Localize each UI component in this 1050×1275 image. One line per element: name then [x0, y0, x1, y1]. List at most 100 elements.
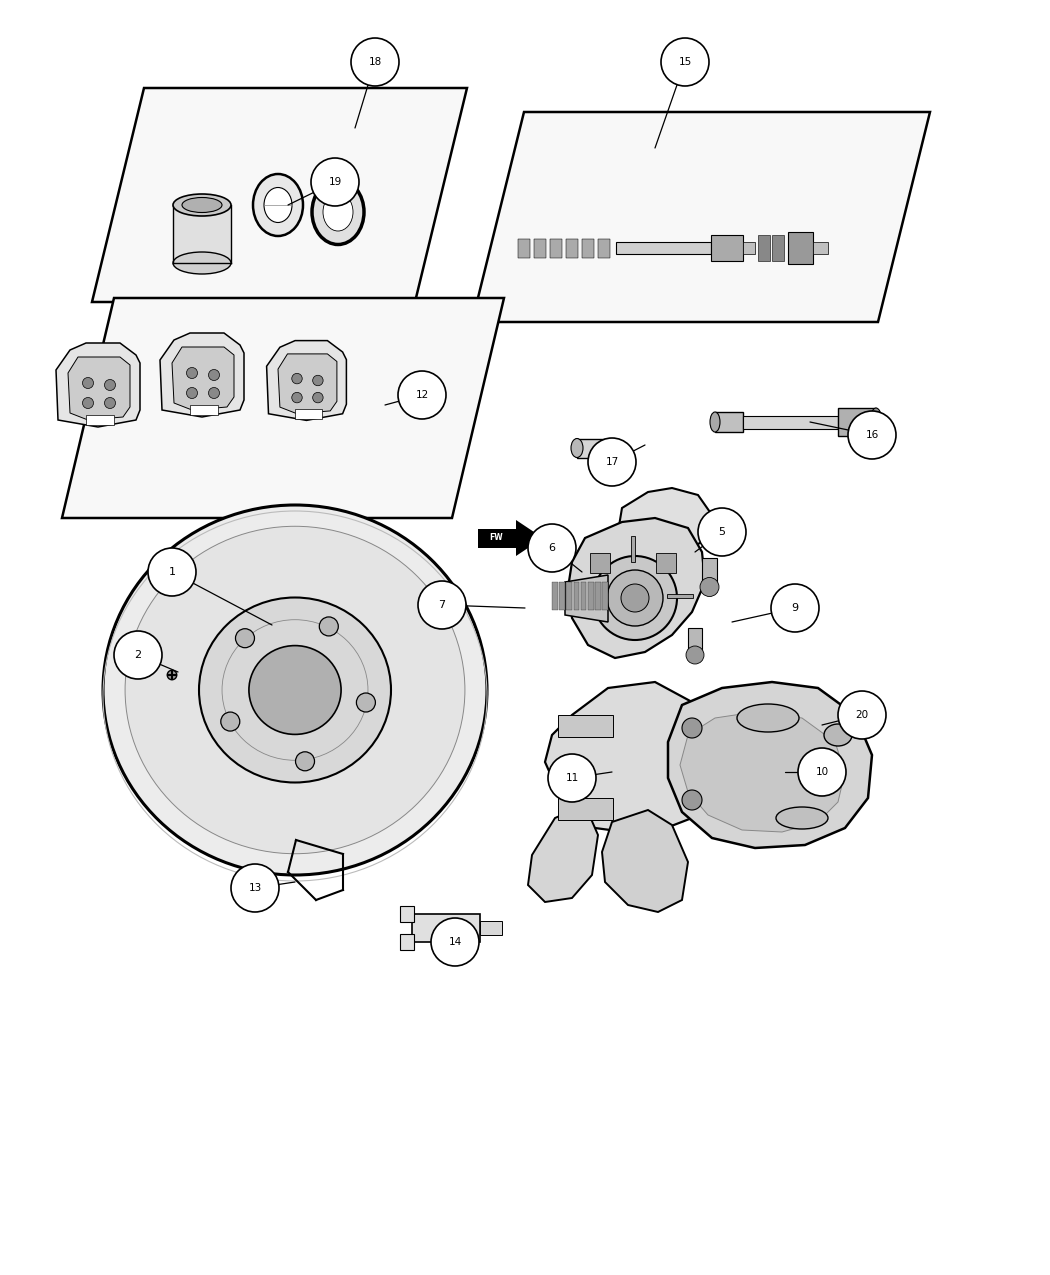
- Circle shape: [621, 584, 649, 612]
- Bar: [173, 205, 231, 263]
- Text: 1: 1: [168, 567, 175, 578]
- Polygon shape: [472, 112, 930, 323]
- Ellipse shape: [220, 711, 239, 731]
- Polygon shape: [668, 682, 871, 848]
- Text: 15: 15: [678, 57, 692, 68]
- Bar: [534, 238, 546, 258]
- Bar: [400, 935, 414, 950]
- Ellipse shape: [356, 694, 376, 711]
- Bar: [581, 581, 586, 609]
- Bar: [590, 553, 610, 572]
- Bar: [190, 405, 218, 414]
- Circle shape: [83, 377, 93, 389]
- Circle shape: [588, 439, 636, 486]
- Ellipse shape: [264, 187, 292, 223]
- Ellipse shape: [235, 629, 254, 648]
- Bar: [788, 232, 813, 264]
- Text: 19: 19: [329, 177, 341, 187]
- Polygon shape: [568, 518, 705, 658]
- Bar: [702, 558, 717, 587]
- Bar: [566, 581, 572, 609]
- Circle shape: [313, 375, 323, 386]
- Circle shape: [607, 570, 663, 626]
- Bar: [550, 238, 562, 258]
- Bar: [560, 581, 565, 609]
- Circle shape: [114, 631, 162, 680]
- Circle shape: [311, 158, 359, 207]
- Bar: [558, 715, 613, 737]
- Circle shape: [292, 374, 302, 384]
- Polygon shape: [56, 343, 140, 427]
- Bar: [518, 238, 530, 258]
- Ellipse shape: [253, 173, 303, 236]
- Text: 14: 14: [448, 937, 462, 947]
- Circle shape: [662, 38, 709, 85]
- Circle shape: [313, 393, 323, 403]
- Circle shape: [771, 584, 819, 632]
- Bar: [552, 581, 558, 609]
- Circle shape: [187, 388, 197, 399]
- Polygon shape: [160, 333, 244, 417]
- Bar: [711, 235, 743, 261]
- Text: 9: 9: [792, 603, 799, 613]
- Circle shape: [292, 393, 302, 403]
- Polygon shape: [267, 340, 346, 421]
- Ellipse shape: [200, 598, 391, 783]
- Text: 10: 10: [816, 768, 828, 776]
- Text: 7: 7: [439, 601, 445, 609]
- Bar: [295, 409, 321, 418]
- Bar: [566, 238, 578, 258]
- Polygon shape: [278, 354, 337, 414]
- Bar: [412, 914, 480, 942]
- Circle shape: [593, 556, 677, 640]
- Bar: [603, 581, 608, 609]
- Circle shape: [682, 718, 702, 738]
- Polygon shape: [92, 88, 467, 302]
- Circle shape: [105, 380, 116, 390]
- Circle shape: [430, 918, 479, 966]
- Bar: [616, 242, 711, 254]
- Circle shape: [351, 38, 399, 85]
- Ellipse shape: [182, 198, 222, 213]
- Polygon shape: [565, 575, 608, 622]
- Text: 18: 18: [369, 57, 381, 68]
- Ellipse shape: [870, 408, 882, 436]
- Circle shape: [686, 646, 704, 664]
- Circle shape: [682, 790, 702, 810]
- Circle shape: [209, 388, 219, 399]
- Bar: [595, 581, 601, 609]
- Ellipse shape: [737, 704, 799, 732]
- Ellipse shape: [824, 724, 852, 746]
- Circle shape: [700, 578, 719, 597]
- Polygon shape: [545, 682, 715, 835]
- Bar: [772, 235, 784, 261]
- Text: 16: 16: [865, 430, 879, 440]
- Bar: [838, 408, 876, 436]
- Bar: [667, 594, 693, 598]
- Circle shape: [105, 398, 116, 408]
- Ellipse shape: [607, 439, 620, 458]
- Bar: [478, 529, 516, 547]
- Ellipse shape: [319, 617, 338, 636]
- Circle shape: [148, 548, 196, 595]
- Ellipse shape: [312, 180, 364, 245]
- Text: 6: 6: [548, 543, 555, 553]
- Ellipse shape: [167, 671, 176, 680]
- Bar: [656, 553, 676, 572]
- Bar: [743, 242, 755, 254]
- Circle shape: [548, 754, 596, 802]
- Text: 13: 13: [249, 884, 261, 892]
- Ellipse shape: [295, 752, 315, 771]
- Ellipse shape: [173, 252, 231, 274]
- Circle shape: [418, 581, 466, 629]
- Circle shape: [848, 411, 896, 459]
- Polygon shape: [68, 357, 130, 419]
- Ellipse shape: [125, 527, 465, 854]
- Bar: [758, 235, 770, 261]
- Circle shape: [209, 370, 219, 380]
- Polygon shape: [602, 810, 688, 912]
- Circle shape: [798, 748, 846, 796]
- Circle shape: [698, 507, 745, 556]
- Bar: [582, 238, 594, 258]
- Bar: [588, 581, 593, 609]
